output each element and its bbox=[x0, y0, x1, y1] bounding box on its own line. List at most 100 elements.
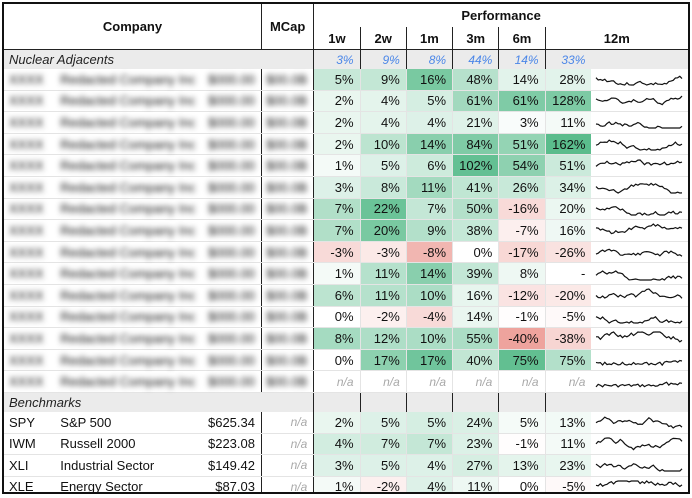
sparkline-path bbox=[595, 288, 683, 299]
sparkline-path bbox=[596, 331, 683, 343]
table-row[interactable]: XXXX Redacted Company Inc $000.00 $00.0B 8% 1… bbox=[4, 327, 688, 350]
sparkline-cell bbox=[591, 154, 688, 177]
sparkline-12m bbox=[596, 95, 683, 106]
price-cell: $000.00 bbox=[195, 198, 262, 221]
table-row[interactable]: XXXX Redacted Company Inc $000.00 $00.0B -3%… bbox=[4, 241, 688, 264]
section-blank bbox=[452, 391, 499, 412]
sparkline-cell bbox=[591, 306, 688, 329]
perf-cell-1w: 1% bbox=[313, 476, 361, 492]
table-row[interactable]: IWM Russell 2000 $223.08 n/a 4% 7% 7% 23% -1% 11% bbox=[4, 433, 688, 456]
company-name-cell: Redacted Company Inc bbox=[54, 327, 196, 350]
table-row[interactable]: XXXX Redacted Company Inc $000.00 $00.0B 6% 1… bbox=[4, 284, 688, 307]
table-row[interactable]: XXXX Redacted Company Inc $000.00 $00.0B 5% 9… bbox=[4, 69, 688, 91]
sparkline-12m bbox=[596, 416, 683, 429]
mcap-cell: $00.0B bbox=[261, 349, 315, 372]
company-header: Company bbox=[4, 4, 262, 50]
perf-cell-3m: 61% bbox=[452, 90, 499, 113]
price-cell: $000.00 bbox=[195, 262, 262, 285]
mcap-cell: $00.0B bbox=[261, 154, 315, 177]
section-title: Benchmarks bbox=[4, 391, 315, 412]
mcap-header: MCap bbox=[261, 4, 315, 50]
company-name-cell: Redacted Company Inc bbox=[54, 349, 196, 372]
section-blank bbox=[313, 391, 361, 412]
table-row[interactable]: XXXX Redacted Company Inc $000.00 $00.0B 1% 5… bbox=[4, 154, 688, 177]
table-row[interactable]: XXXX Redacted Company Inc $000.00 $00.0B 2% 1… bbox=[4, 133, 688, 156]
perf-cell-3m: 48% bbox=[452, 69, 499, 91]
perf-cell-12m: 11% bbox=[544, 111, 592, 134]
price-cell: $000.00 bbox=[195, 306, 262, 329]
table-row[interactable]: XXXX Redacted Company Inc $000.00 $00.0B 2% 4… bbox=[4, 111, 688, 134]
sparkline-path bbox=[595, 381, 683, 388]
sparkline-12m bbox=[595, 159, 683, 167]
perf-cell-2w: 5% bbox=[359, 411, 407, 434]
sparkline-path bbox=[596, 121, 683, 130]
table-row[interactable]: XXXX Redacted Company Inc $000.00 $00.0B n/a… bbox=[4, 370, 688, 393]
perf-cell-1m: 7% bbox=[405, 198, 453, 221]
table-row[interactable]: XLI Industrial Sector $149.42 n/a 3% 5% 4% 27% 1… bbox=[4, 454, 688, 477]
perf-cell-2w: 10% bbox=[359, 133, 407, 156]
table-row[interactable]: XXXX Redacted Company Inc $000.00 $00.0B 7% 2… bbox=[4, 198, 688, 221]
table-row[interactable]: XXXX Redacted Company Inc $000.00 $00.0B 7% 2… bbox=[4, 219, 688, 242]
ticker-cell: XXXX bbox=[4, 284, 55, 307]
section-average: 9% bbox=[359, 49, 407, 69]
perf-cell-3m: 84% bbox=[452, 133, 499, 156]
table-row[interactable]: XLE Energy Sector $87.03 n/a 1% -2% 4% 11% 0% -5% bbox=[4, 476, 688, 492]
ticker-cell: XLE bbox=[4, 476, 55, 492]
perf-cell-1w: 3% bbox=[313, 176, 361, 199]
perf-cell-12m: 162% bbox=[544, 133, 592, 156]
perf-cell-3m: 38% bbox=[452, 219, 499, 242]
section-blank bbox=[405, 391, 453, 412]
sparkline-path bbox=[596, 139, 683, 151]
perf-cell-6m: 61% bbox=[498, 90, 546, 113]
price-cell: $000.00 bbox=[195, 370, 262, 393]
perf-cell-1w: 1% bbox=[313, 262, 361, 285]
sparkline-path bbox=[596, 463, 683, 473]
table-row[interactable]: XXXX Redacted Company Inc $000.00 $00.0B 1% 1… bbox=[4, 262, 688, 285]
mcap-cell: $00.0B bbox=[261, 241, 315, 264]
table-row[interactable]: XXXX Redacted Company Inc $000.00 $00.0B 2% 4… bbox=[4, 90, 688, 113]
perf-cell-3m: 0% bbox=[452, 241, 499, 264]
company-name-cell: Energy Sector bbox=[54, 476, 196, 492]
perf-cell-1w: 3% bbox=[313, 454, 361, 477]
ticker-cell: XXXX bbox=[4, 69, 55, 91]
section-row-benchmarks: Benchmarks bbox=[4, 391, 688, 412]
period-header-1w: 1w bbox=[313, 27, 361, 50]
price-cell: $000.00 bbox=[195, 90, 262, 113]
table-row[interactable]: XXXX Redacted Company Inc $000.00 $00.0B 0% 1… bbox=[4, 349, 688, 372]
perf-cell-2w: -3% bbox=[359, 241, 407, 264]
perf-cell-6m: 13% bbox=[498, 454, 546, 477]
sparkline-cell bbox=[591, 284, 688, 307]
mcap-cell: $00.0B bbox=[261, 176, 315, 199]
table-row[interactable]: XXXX Redacted Company Inc $000.00 $00.0B 0% -… bbox=[4, 306, 688, 329]
mcap-cell: $00.0B bbox=[261, 198, 315, 221]
perf-cell-1m: 7% bbox=[405, 433, 453, 456]
perf-cell-6m: -16% bbox=[498, 198, 546, 221]
sparkline-spacer bbox=[591, 391, 688, 412]
sparkline-cell bbox=[591, 133, 688, 156]
table-row[interactable]: XXXX Redacted Company Inc $000.00 $00.0B 3% 8… bbox=[4, 176, 688, 199]
table-row[interactable]: SPY S&P 500 $625.34 n/a 2% 5% 5% 24% 5% 13% bbox=[4, 411, 688, 434]
section-average: 33% bbox=[544, 49, 592, 69]
perf-cell-6m: 8% bbox=[498, 262, 546, 285]
price-cell: $000.00 bbox=[195, 284, 262, 307]
perf-cell-2w: 22% bbox=[359, 198, 407, 221]
sparkline-cell bbox=[591, 454, 688, 477]
performance-table: Company MCap Performance 1w 2w 1m 3m 6m … bbox=[4, 4, 688, 492]
sparkline-cell bbox=[591, 90, 688, 113]
perf-cell-2w: 4% bbox=[359, 111, 407, 134]
perf-cell-1w: 6% bbox=[313, 284, 361, 307]
perf-cell-1m: 14% bbox=[405, 262, 453, 285]
perf-cell-6m: -1% bbox=[498, 306, 546, 329]
perf-cell-1m: 5% bbox=[405, 411, 453, 434]
perf-cell-1m: 4% bbox=[405, 454, 453, 477]
sparkline-path bbox=[596, 205, 683, 216]
ticker-cell: XXXX bbox=[4, 133, 55, 156]
perf-cell-1w: 0% bbox=[313, 349, 361, 372]
mcap-cell: $00.0B bbox=[261, 327, 315, 350]
perf-cell-1w: -3% bbox=[313, 241, 361, 264]
sparkline-12m bbox=[596, 463, 683, 473]
company-name-cell: Redacted Company Inc bbox=[54, 219, 196, 242]
perf-cell-1w: 2% bbox=[313, 90, 361, 113]
perf-cell-12m: 23% bbox=[544, 454, 592, 477]
price-cell: $000.00 bbox=[195, 69, 262, 91]
